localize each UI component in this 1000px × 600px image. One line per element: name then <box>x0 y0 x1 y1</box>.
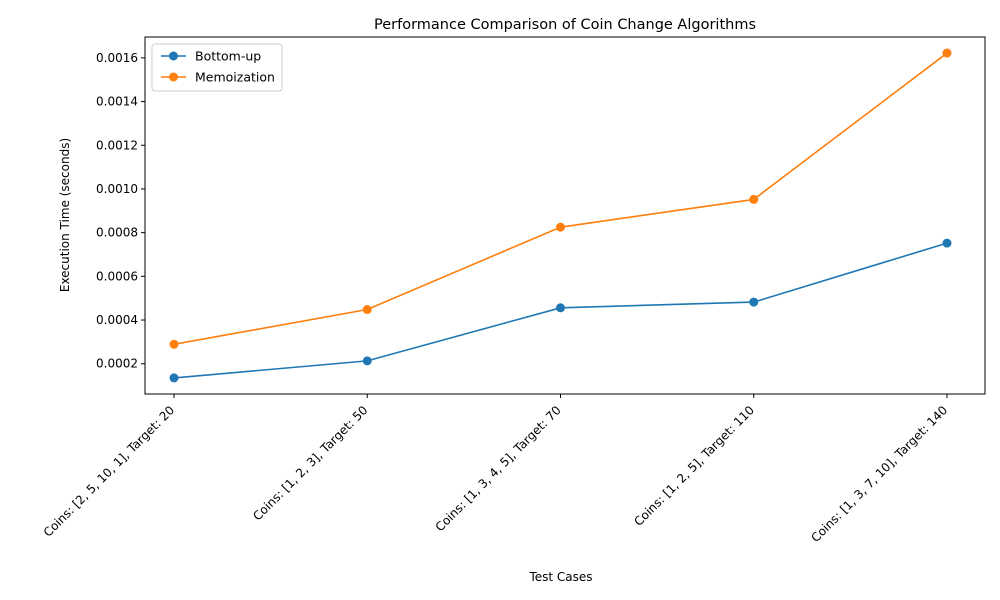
data-point <box>556 222 565 232</box>
legend-marker <box>169 72 178 82</box>
legend: Bottom-up Memoization <box>151 43 283 92</box>
chart-title: Performance Comparison of Coin Change Al… <box>374 17 756 33</box>
data-point <box>556 303 565 313</box>
data-point <box>942 238 952 248</box>
data-point <box>749 194 759 204</box>
y-tick-label: 0.0012 <box>96 138 138 152</box>
y-tick-label: 0.0014 <box>96 95 138 109</box>
x-axis-label: Test Cases <box>528 570 592 584</box>
plot-area <box>144 36 986 395</box>
x-tick-label: Coins: [1, 2, 3], Target: 50 <box>250 403 370 523</box>
x-tick-label: Coins: [1, 2, 5], Target: 110 <box>631 403 757 529</box>
x-tick-label: Coins: [2, 5, 10, 1], Target: 20 <box>41 403 178 540</box>
y-axis-label: Execution Time (seconds) <box>58 138 72 292</box>
y-tick-label: 0.0002 <box>96 357 138 371</box>
y-tick-label: 0.0004 <box>96 313 138 327</box>
legend-label: Bottom-up <box>195 49 261 64</box>
x-tick-label: Coins: [1, 3, 7, 10], Target: 140 <box>808 403 950 545</box>
series-line-2 <box>173 52 948 346</box>
y-tick-label: 0.0008 <box>96 226 138 240</box>
x-tick-label: Coins: [1, 3, 4, 5], Target: 70 <box>433 403 564 534</box>
y-tick-label: 0.0006 <box>96 269 138 283</box>
legend-marker <box>169 51 178 61</box>
data-point <box>169 339 179 349</box>
data-point <box>942 48 952 58</box>
data-point <box>362 305 372 315</box>
data-point <box>749 297 759 307</box>
data-point <box>169 373 179 383</box>
y-tick-label: 0.0010 <box>96 182 138 196</box>
data-point <box>362 356 372 366</box>
legend-label: Memoization <box>195 70 275 85</box>
y-tick-label: 0.0016 <box>96 51 138 65</box>
